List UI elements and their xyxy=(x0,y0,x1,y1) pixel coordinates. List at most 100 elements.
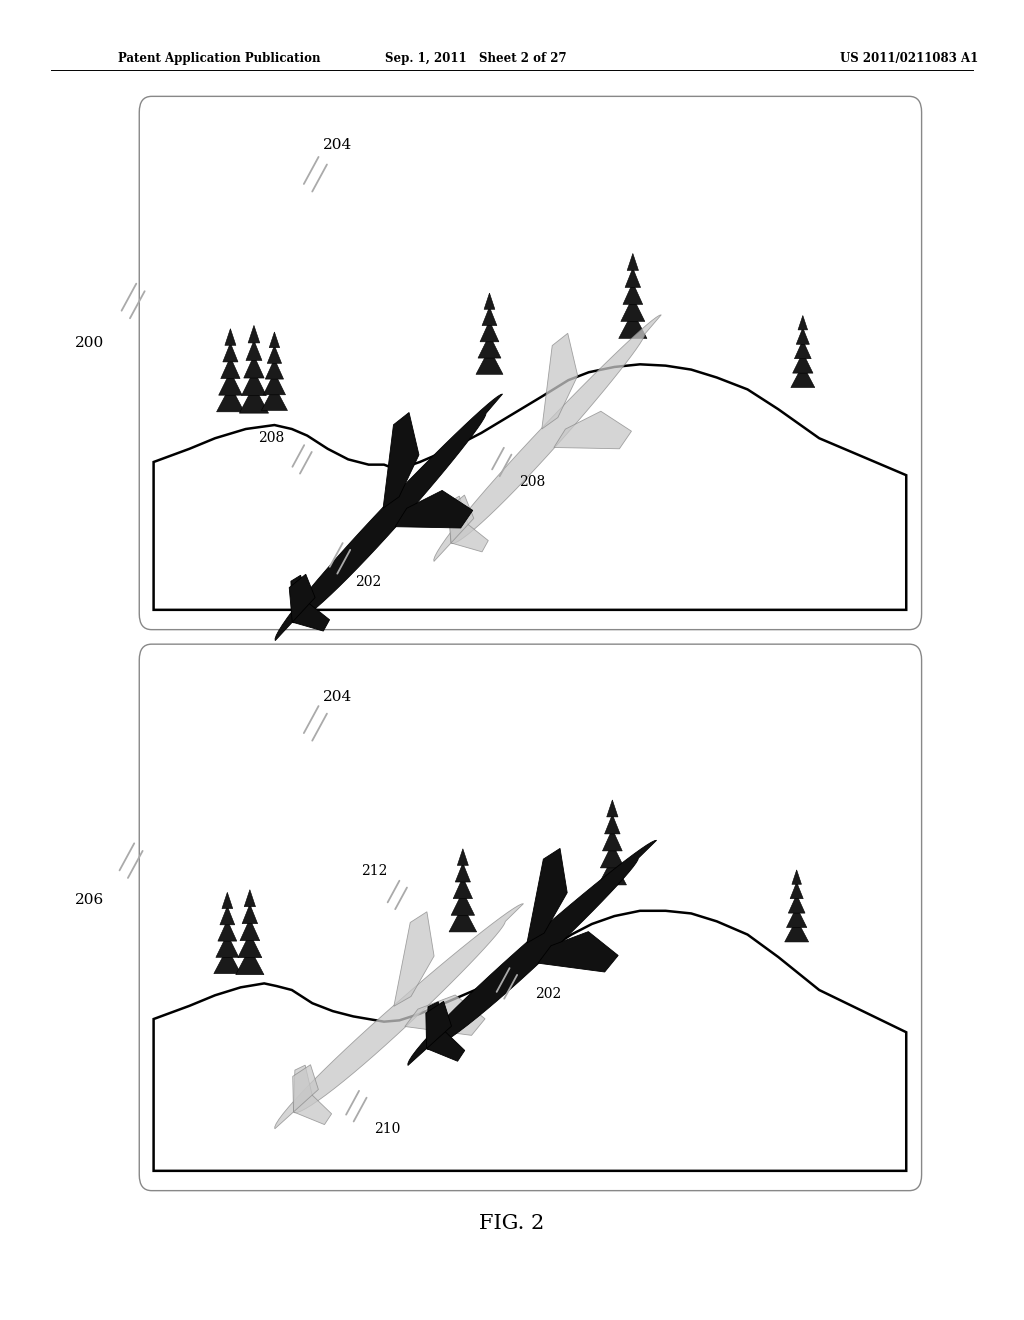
FancyBboxPatch shape xyxy=(139,644,922,1191)
Polygon shape xyxy=(598,858,627,884)
Polygon shape xyxy=(267,346,282,363)
Polygon shape xyxy=(217,385,245,412)
Polygon shape xyxy=(798,315,808,330)
Bar xyxy=(796,921,798,933)
Polygon shape xyxy=(600,843,625,869)
Text: 208: 208 xyxy=(258,432,285,445)
Polygon shape xyxy=(449,906,477,932)
Polygon shape xyxy=(223,343,238,362)
Polygon shape xyxy=(221,358,240,379)
Polygon shape xyxy=(476,348,503,375)
Polygon shape xyxy=(621,297,645,322)
Polygon shape xyxy=(395,491,473,528)
Polygon shape xyxy=(456,863,470,882)
Text: 204: 204 xyxy=(324,139,352,152)
Text: Patent Application Publication: Patent Application Publication xyxy=(118,51,321,65)
Polygon shape xyxy=(602,829,623,851)
Polygon shape xyxy=(450,496,488,552)
Polygon shape xyxy=(216,935,239,957)
Polygon shape xyxy=(606,800,618,817)
Text: 206: 206 xyxy=(75,894,103,907)
Bar xyxy=(611,861,613,875)
Bar xyxy=(632,314,634,329)
Bar xyxy=(249,950,251,965)
Polygon shape xyxy=(219,371,242,395)
Polygon shape xyxy=(242,371,266,396)
Polygon shape xyxy=(482,308,497,326)
Polygon shape xyxy=(454,878,472,899)
Polygon shape xyxy=(154,911,906,1171)
Polygon shape xyxy=(265,359,284,379)
Polygon shape xyxy=(554,412,632,449)
Polygon shape xyxy=(478,335,501,358)
Polygon shape xyxy=(240,919,260,941)
Polygon shape xyxy=(154,364,906,610)
Polygon shape xyxy=(788,895,805,913)
Polygon shape xyxy=(244,890,256,907)
Polygon shape xyxy=(795,341,811,359)
Polygon shape xyxy=(426,1002,452,1048)
Polygon shape xyxy=(784,919,809,942)
Polygon shape xyxy=(484,293,495,309)
Polygon shape xyxy=(294,1065,332,1125)
Polygon shape xyxy=(618,312,647,338)
Polygon shape xyxy=(404,995,485,1035)
Polygon shape xyxy=(274,904,523,1129)
Polygon shape xyxy=(458,849,468,866)
Text: 210: 210 xyxy=(374,1122,400,1135)
Polygon shape xyxy=(793,352,813,374)
Polygon shape xyxy=(786,907,807,928)
Text: 202: 202 xyxy=(355,576,382,589)
Polygon shape xyxy=(447,495,474,543)
Text: 204: 204 xyxy=(324,690,352,704)
Polygon shape xyxy=(427,1002,465,1061)
Polygon shape xyxy=(625,268,641,288)
Polygon shape xyxy=(261,385,288,411)
Polygon shape xyxy=(792,870,802,884)
Polygon shape xyxy=(797,327,809,345)
Polygon shape xyxy=(791,364,815,388)
Polygon shape xyxy=(293,1065,318,1111)
Polygon shape xyxy=(791,882,803,899)
Text: Sep. 1, 2011   Sheet 2 of 27: Sep. 1, 2011 Sheet 2 of 27 xyxy=(385,51,567,65)
Polygon shape xyxy=(220,907,234,925)
Polygon shape xyxy=(238,933,262,958)
Polygon shape xyxy=(623,282,643,305)
Polygon shape xyxy=(218,920,237,941)
Polygon shape xyxy=(480,321,499,342)
Bar xyxy=(273,388,275,401)
Text: 212: 212 xyxy=(360,865,387,878)
Polygon shape xyxy=(604,814,621,834)
Polygon shape xyxy=(222,892,232,908)
Polygon shape xyxy=(225,329,236,346)
Bar xyxy=(253,388,255,403)
Bar xyxy=(226,950,228,965)
Polygon shape xyxy=(289,574,315,622)
Polygon shape xyxy=(538,932,618,972)
Text: 202: 202 xyxy=(535,987,561,1001)
Text: FIG. 2: FIG. 2 xyxy=(479,1214,545,1233)
Text: US 2011/0211083 A1: US 2011/0211083 A1 xyxy=(840,51,978,65)
Polygon shape xyxy=(434,314,662,561)
Polygon shape xyxy=(236,948,264,974)
Polygon shape xyxy=(244,355,264,378)
Bar xyxy=(488,351,490,366)
Polygon shape xyxy=(246,341,262,360)
Polygon shape xyxy=(269,333,280,347)
Polygon shape xyxy=(242,904,258,924)
Text: 200: 200 xyxy=(75,337,103,350)
Polygon shape xyxy=(291,576,330,631)
Polygon shape xyxy=(263,372,286,395)
Polygon shape xyxy=(214,948,241,974)
Polygon shape xyxy=(248,326,260,343)
Text: 208: 208 xyxy=(519,475,546,488)
Bar xyxy=(802,367,804,379)
Polygon shape xyxy=(383,412,419,508)
Polygon shape xyxy=(408,841,656,1065)
Bar xyxy=(462,908,464,923)
Polygon shape xyxy=(527,849,567,942)
Polygon shape xyxy=(627,253,639,271)
Polygon shape xyxy=(275,393,503,640)
Polygon shape xyxy=(394,912,434,1006)
Bar xyxy=(229,388,231,403)
